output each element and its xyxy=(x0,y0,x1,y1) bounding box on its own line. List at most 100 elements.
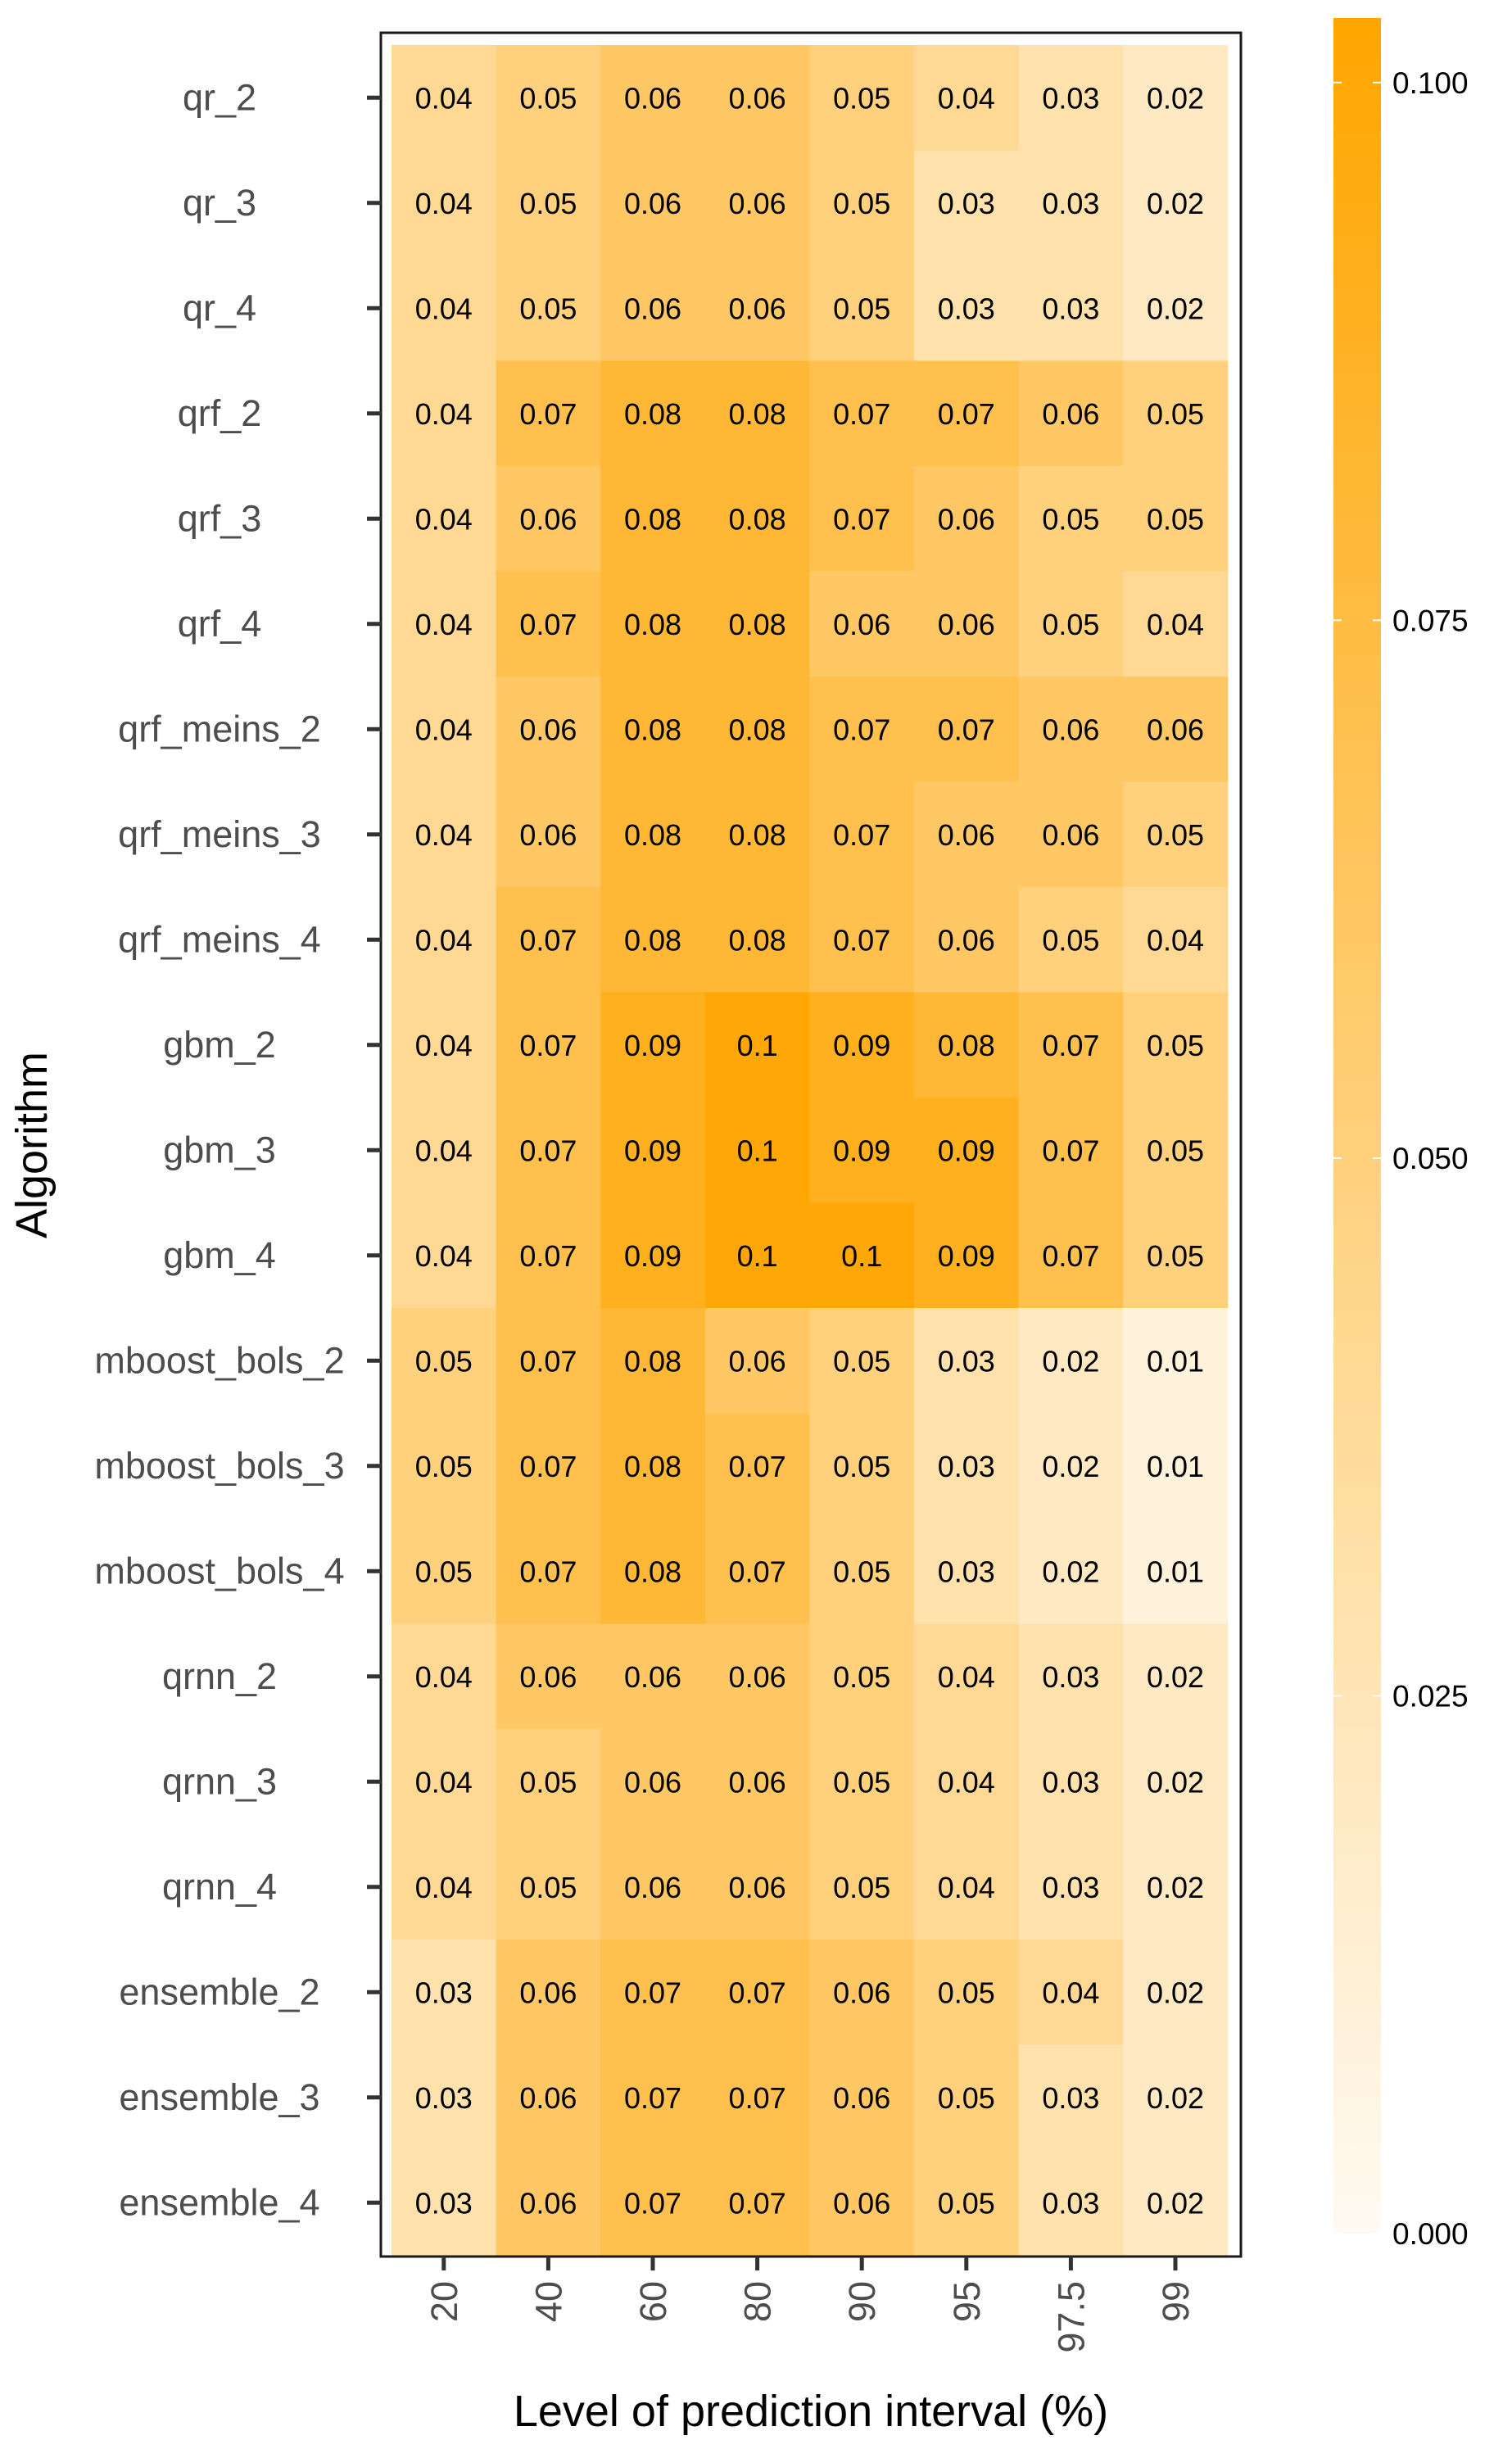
heatmap-cell xyxy=(809,571,915,677)
y-axis-title: Algorithm xyxy=(7,1052,57,1238)
cell-value-label: 0.03 xyxy=(415,2081,473,2115)
cell-value-label: 0.05 xyxy=(1042,502,1099,536)
heatmap-cell xyxy=(704,1940,810,2046)
cell-value-label: 0.05 xyxy=(833,187,890,220)
heatmap-cell xyxy=(496,360,601,467)
cell-value-label: 0.02 xyxy=(1147,1871,1204,1904)
heatmap-cell xyxy=(1018,1202,1124,1309)
cell-value-label: 0.04 xyxy=(415,1871,473,1904)
heatmap-cell xyxy=(704,781,810,888)
x-tick-label: 80 xyxy=(737,2281,779,2322)
y-tick-label: qrf_meins_3 xyxy=(118,813,321,855)
cell-value-label: 0.03 xyxy=(1042,1765,1099,1799)
x-axis-title: Level of prediction interval (%) xyxy=(514,2387,1108,2436)
heatmap-cell xyxy=(496,887,601,994)
cell-value-label: 0.05 xyxy=(938,2081,995,2115)
cell-value-label: 0.07 xyxy=(833,923,890,957)
cell-value-label: 0.01 xyxy=(1147,1450,1204,1483)
cell-value-label: 0.08 xyxy=(624,608,681,641)
cell-value-label: 0.05 xyxy=(519,81,577,115)
heatmap-cell xyxy=(704,1202,810,1309)
cell-value-label: 0.08 xyxy=(729,608,786,641)
cell-value-label: 0.08 xyxy=(624,818,681,852)
cell-value-label: 0.02 xyxy=(1147,2186,1204,2220)
heatmap-cell xyxy=(496,466,601,573)
y-tick-label: ensemble_4 xyxy=(119,2181,319,2223)
cell-value-label: 0.07 xyxy=(519,397,577,431)
cell-value-label: 0.03 xyxy=(938,292,995,325)
x-axis: 20 40 60 80 90 95 97.5 99 xyxy=(423,2257,1197,2353)
heatmap-cell xyxy=(496,992,601,1098)
cell-value-label: 0.09 xyxy=(624,1239,681,1273)
heatmap-cell xyxy=(392,1623,497,1730)
cell-value-label: 0.01 xyxy=(1147,1344,1204,1378)
heatmap-cell xyxy=(392,571,497,677)
cell-value-label: 0.08 xyxy=(624,923,681,957)
cell-value-label: 0.04 xyxy=(415,1029,473,1062)
cell-value-label: 0.05 xyxy=(519,292,577,325)
heatmap-cell xyxy=(392,360,497,467)
heatmap-cell xyxy=(1123,150,1229,256)
cell-value-label: 0.07 xyxy=(729,1450,786,1483)
heatmap-cell xyxy=(1123,781,1229,888)
cell-value-label: 0.07 xyxy=(519,923,577,957)
heatmap-cell xyxy=(809,360,915,467)
heatmap-cell xyxy=(704,1623,810,1730)
cell-value-label: 0.07 xyxy=(833,397,890,431)
cell-value-label: 0.05 xyxy=(519,187,577,220)
heatmap-cell xyxy=(496,1202,601,1309)
heatmap-cell xyxy=(392,1202,497,1309)
heatmap-cell xyxy=(809,256,915,362)
cell-value-label: 0.04 xyxy=(415,818,473,852)
cell-value-label: 0.04 xyxy=(415,1239,473,1273)
cell-value-label: 0.07 xyxy=(833,713,890,746)
heatmap-cell xyxy=(1018,1098,1124,1204)
cell-value-label: 0.07 xyxy=(833,818,890,852)
heatmap-cell xyxy=(809,1413,915,1519)
cell-value-label: 0.1 xyxy=(841,1239,882,1273)
cell-value-label: 0.06 xyxy=(624,1871,681,1904)
cell-value-label: 0.05 xyxy=(833,1450,890,1483)
heatmap-cell xyxy=(600,1308,706,1415)
cell-value-label: 0.02 xyxy=(1147,292,1204,325)
cell-value-label: 0.05 xyxy=(833,1344,890,1378)
heatmap-cell xyxy=(704,466,810,573)
y-tick-label: ensemble_3 xyxy=(119,2076,319,2118)
colorbar-ticks: 0.000 0.025 0.050 0.075 0.100 xyxy=(1333,66,1469,2251)
heatmap-cell xyxy=(392,256,497,362)
cell-value-label: 0.04 xyxy=(415,608,473,641)
cell-value-label: 0.08 xyxy=(624,713,681,746)
heatmap-cell xyxy=(600,466,706,573)
cell-value-label: 0.02 xyxy=(1147,1976,1204,2009)
cell-value-label: 0.04 xyxy=(415,397,473,431)
heatmap-cell xyxy=(1018,1413,1124,1519)
heatmap-cell xyxy=(600,1834,706,1940)
x-tick-label: 40 xyxy=(527,2281,569,2322)
y-tick-label: qrf_3 xyxy=(178,497,262,539)
y-tick-label: gbm_4 xyxy=(163,1234,276,1276)
cell-value-label: 0.06 xyxy=(624,1765,681,1799)
y-tick-label: mboost_bols_3 xyxy=(94,1445,344,1487)
heatmap-cell xyxy=(1018,1940,1124,2046)
heatmap-cell xyxy=(1123,466,1229,573)
cell-value-label: 0.05 xyxy=(833,1555,890,1588)
heatmap-cell xyxy=(392,150,497,256)
heatmap-cell xyxy=(1123,2150,1229,2257)
heatmap-cell xyxy=(1018,571,1124,677)
heatmap-cell xyxy=(704,150,810,256)
heatmap-cell xyxy=(1123,45,1229,152)
y-tick-label: qrf_4 xyxy=(178,603,262,645)
heatmap-cell xyxy=(914,781,1020,888)
heatmap-cell xyxy=(496,256,601,362)
heatmap-cell xyxy=(392,2150,497,2257)
y-tick-label: gbm_2 xyxy=(163,1024,276,1066)
cell-value-label: 0.04 xyxy=(415,502,473,536)
cell-value-label: 0.03 xyxy=(938,1450,995,1483)
plot-panel-border xyxy=(379,31,1243,2258)
heatmap-cell xyxy=(392,1729,497,1836)
cell-value-label: 0.05 xyxy=(415,1555,473,1588)
cell-value-label: 0.05 xyxy=(833,1660,890,1694)
heatmap-cell xyxy=(809,2044,915,2151)
cell-value-label: 0.08 xyxy=(729,397,786,431)
heatmap-cell xyxy=(914,1098,1020,1204)
